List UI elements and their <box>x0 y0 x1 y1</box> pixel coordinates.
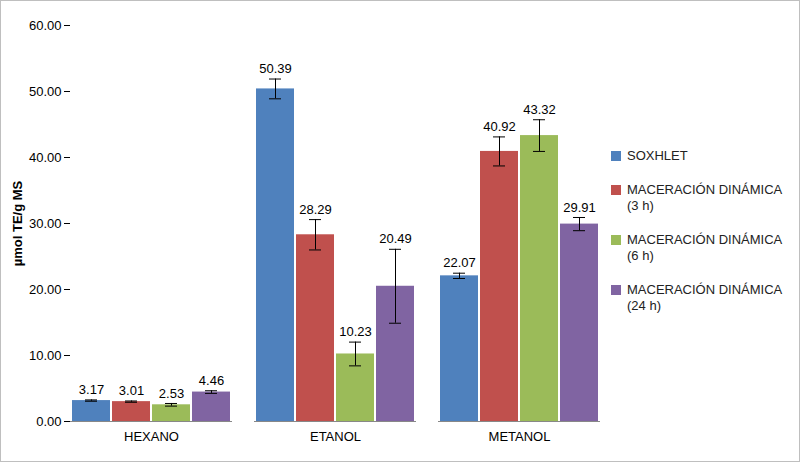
svg-text:22.07: 22.07 <box>443 255 476 270</box>
html-text:MACERACIÓN DINÁMICA (6 h): MACERACIÓN DINÁMICA (6 h) <box>627 232 782 263</box>
svg-text:20.00: 20.00 <box>29 282 62 297</box>
svg-text:ETANOL: ETANOL <box>310 429 361 444</box>
svg-text:0.00: 0.00 <box>36 414 61 429</box>
svg-text:2.53: 2.53 <box>159 386 184 401</box>
svg-text:40.00: 40.00 <box>29 150 62 165</box>
svg-text:28.29: 28.29 <box>299 202 332 217</box>
svg-text:10.23: 10.23 <box>339 324 372 339</box>
html-text:MACERACIÓN DINÁMICA (3 h): MACERACIÓN DINÁMICA (3 h) <box>627 182 782 213</box>
svg-text:50.00: 50.00 <box>29 84 62 99</box>
svg-text:20.49: 20.49 <box>379 231 412 246</box>
svg-text:60.00: 60.00 <box>29 18 62 33</box>
svg-text:3.17: 3.17 <box>79 382 104 397</box>
svg-text:METANOL: METANOL <box>489 429 551 444</box>
svg-text:4.46: 4.46 <box>199 373 224 388</box>
svg-text:50.39: 50.39 <box>259 61 292 76</box>
html-text:SOXHLET: SOXHLET <box>627 148 688 163</box>
svg-text:HEXANO: HEXANO <box>124 429 179 444</box>
svg-text:30.00: 30.00 <box>29 216 62 231</box>
svg-text:29.91: 29.91 <box>563 200 596 215</box>
svg-text:10.00: 10.00 <box>29 348 62 363</box>
html-text:MACERACIÓN DINÁMICA (24 h): MACERACIÓN DINÁMICA (24 h) <box>627 282 782 313</box>
svg-text:43.32: 43.32 <box>523 102 556 117</box>
svg-text:3.01: 3.01 <box>119 383 144 398</box>
svg-text:40.92: 40.92 <box>483 119 516 134</box>
svg-text:µmol TE/g MS: µmol TE/g MS <box>10 180 25 266</box>
